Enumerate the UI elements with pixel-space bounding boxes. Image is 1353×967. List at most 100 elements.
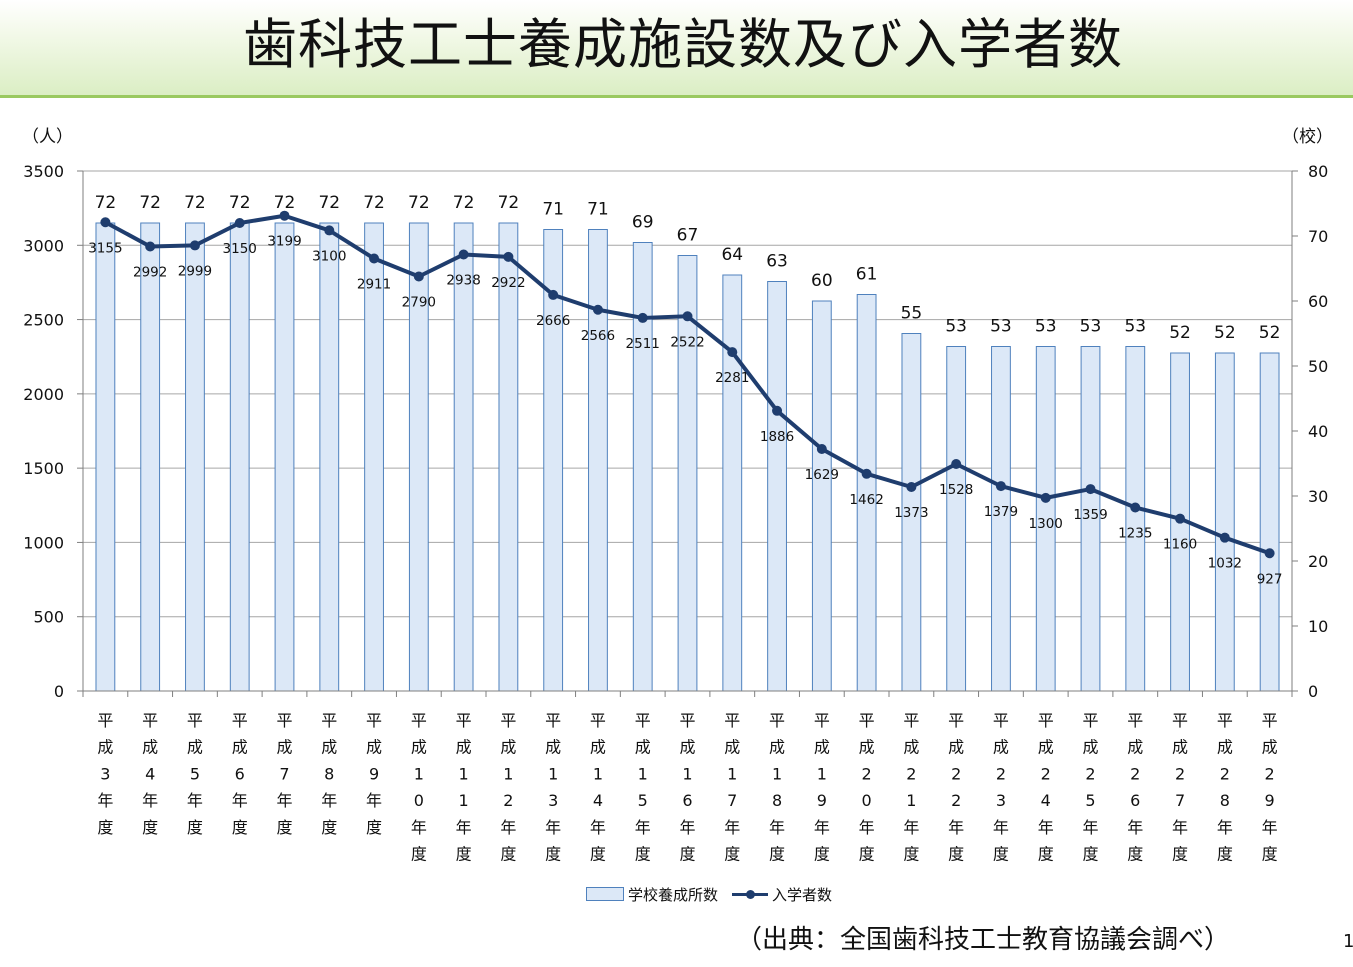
line-value-label: 2922	[491, 275, 525, 291]
bar-value-label: 60	[811, 271, 833, 291]
bar	[453, 222, 474, 692]
y-left-tick-label: 2000	[23, 385, 64, 404]
bar-value-label: 72	[453, 193, 475, 213]
page-title: 歯科技工士養成施設数及び入学者数	[243, 13, 1123, 76]
category-label: 平成 1 4 年度	[590, 711, 606, 864]
category-label: 平成 9 年度	[366, 711, 382, 837]
line-point	[1264, 548, 1275, 559]
source-note: （出典：全国歯科技工士教育協議会調べ）	[736, 925, 1231, 955]
bar-value-label: 64	[721, 245, 743, 265]
line-point	[1219, 532, 1230, 543]
line-value-label: 1373	[894, 505, 928, 521]
line-value-label: 1528	[939, 482, 973, 498]
category-label: 平成 1 0 年度	[411, 711, 427, 864]
bar-value-label: 52	[1214, 323, 1236, 343]
category-label: 平成 1 9 年度	[814, 711, 830, 864]
bar	[185, 222, 205, 692]
line-value-label: 3155	[88, 240, 122, 256]
line-value-label: 1462	[849, 492, 883, 508]
bar-value-label: 53	[1124, 317, 1146, 337]
bar	[1125, 346, 1146, 692]
line-value-label: 3150	[223, 241, 257, 257]
line-value-label: 2666	[536, 313, 570, 329]
y-left-tick-label: 1500	[23, 459, 64, 478]
y-left-unit: （人）	[22, 127, 73, 147]
line-value-label: 1359	[1073, 507, 1107, 523]
y-right-tick-label: 0	[1308, 682, 1318, 701]
category-labels: 平成 3 年度 平成 4 年度 平成 5 年度 平成 6 年度 平成 7 年度 平成 8 年度 平成 9 年度 平成 1 0 年…	[97, 711, 1277, 864]
line-point	[324, 225, 335, 236]
line-value-label: 2999	[178, 263, 212, 279]
bar-value-label: 63	[766, 252, 788, 272]
legend-line-swatch	[732, 888, 769, 900]
legend: 学校養成所数 入学者数	[586, 883, 832, 905]
y-right-tick-label: 20	[1308, 552, 1328, 571]
category-label: 平成 6 年度	[232, 711, 248, 837]
line-point	[772, 405, 783, 416]
bar-value-label: 72	[498, 193, 520, 213]
bar-value-label: 67	[677, 226, 699, 246]
bar-value-label: 72	[139, 193, 161, 213]
line-point	[1130, 502, 1141, 513]
category-label: 平成 1 3 年度	[545, 711, 561, 864]
legend-bar-label: 学校養成所数	[628, 885, 719, 904]
line-point	[279, 210, 290, 221]
bar	[767, 281, 787, 692]
y-left-tick-label: 1000	[23, 533, 64, 552]
y-right-tick-label: 40	[1308, 422, 1328, 441]
bar-value-label: 69	[632, 213, 654, 233]
category-label: 平成 7 年度	[276, 711, 292, 837]
bar-value-label: 53	[1080, 317, 1102, 337]
category-label: 平成 2 3 年度	[993, 711, 1009, 864]
category-label: 平成 5 年度	[187, 711, 203, 837]
line-point	[548, 289, 559, 300]
legend-line-label: 入学者数	[772, 885, 833, 904]
category-label: 平成 3 年度	[97, 711, 113, 837]
y-left-tick-label: 500	[33, 608, 64, 627]
bar	[811, 300, 832, 692]
line-point	[145, 241, 156, 252]
line-point	[906, 482, 917, 493]
category-label: 平成 2 7 年度	[1172, 711, 1188, 864]
line-value-label: 2511	[626, 336, 660, 352]
title-band: 歯科技工士養成施設数及び入学者数	[0, 0, 1353, 98]
y-right-unit: （校）	[1282, 127, 1333, 147]
line-point	[189, 240, 200, 251]
category-label: 平成 1 5 年度	[635, 711, 651, 864]
bar-value-label: 61	[856, 265, 878, 285]
line-point	[861, 468, 872, 479]
line-point	[413, 271, 424, 282]
line-value-label: 1379	[984, 504, 1018, 520]
y-right-tick-label: 30	[1308, 487, 1328, 506]
line-value-label: 1235	[1118, 526, 1152, 542]
line-point	[995, 481, 1006, 492]
y-right-tick-label: 10	[1308, 617, 1328, 636]
bar-value-label: 71	[587, 200, 609, 220]
bar-value-label: 52	[1259, 323, 1281, 343]
category-label: 平成 1 8 年度	[769, 711, 785, 864]
bar	[319, 222, 340, 692]
y-left-tick-label: 3500	[23, 162, 64, 181]
category-label: 平成 2 9 年度	[1262, 711, 1278, 864]
bar	[1259, 352, 1280, 692]
y-right-tick-label: 60	[1308, 292, 1328, 311]
line-value-label: 2566	[581, 328, 615, 344]
category-label: 平成 1 2 年度	[500, 711, 516, 864]
line-value-label: 2281	[715, 370, 749, 386]
category-label: 平成 2 6 年度	[1127, 711, 1143, 864]
bar-value-label: 72	[318, 193, 340, 213]
line-point	[592, 304, 603, 315]
line-value-label: 3199	[267, 234, 301, 250]
category-label: 平成 1 6 年度	[679, 711, 695, 864]
bar	[1214, 352, 1235, 692]
bar-value-label: 71	[542, 200, 564, 220]
bar	[632, 242, 653, 692]
bar	[274, 222, 295, 692]
bar-value-label: 72	[95, 193, 117, 213]
school-count-bars	[95, 222, 1280, 692]
bar	[364, 222, 384, 692]
line-value-label: 1032	[1208, 556, 1242, 572]
bar	[95, 222, 116, 692]
line-value-label: 927	[1257, 571, 1283, 587]
